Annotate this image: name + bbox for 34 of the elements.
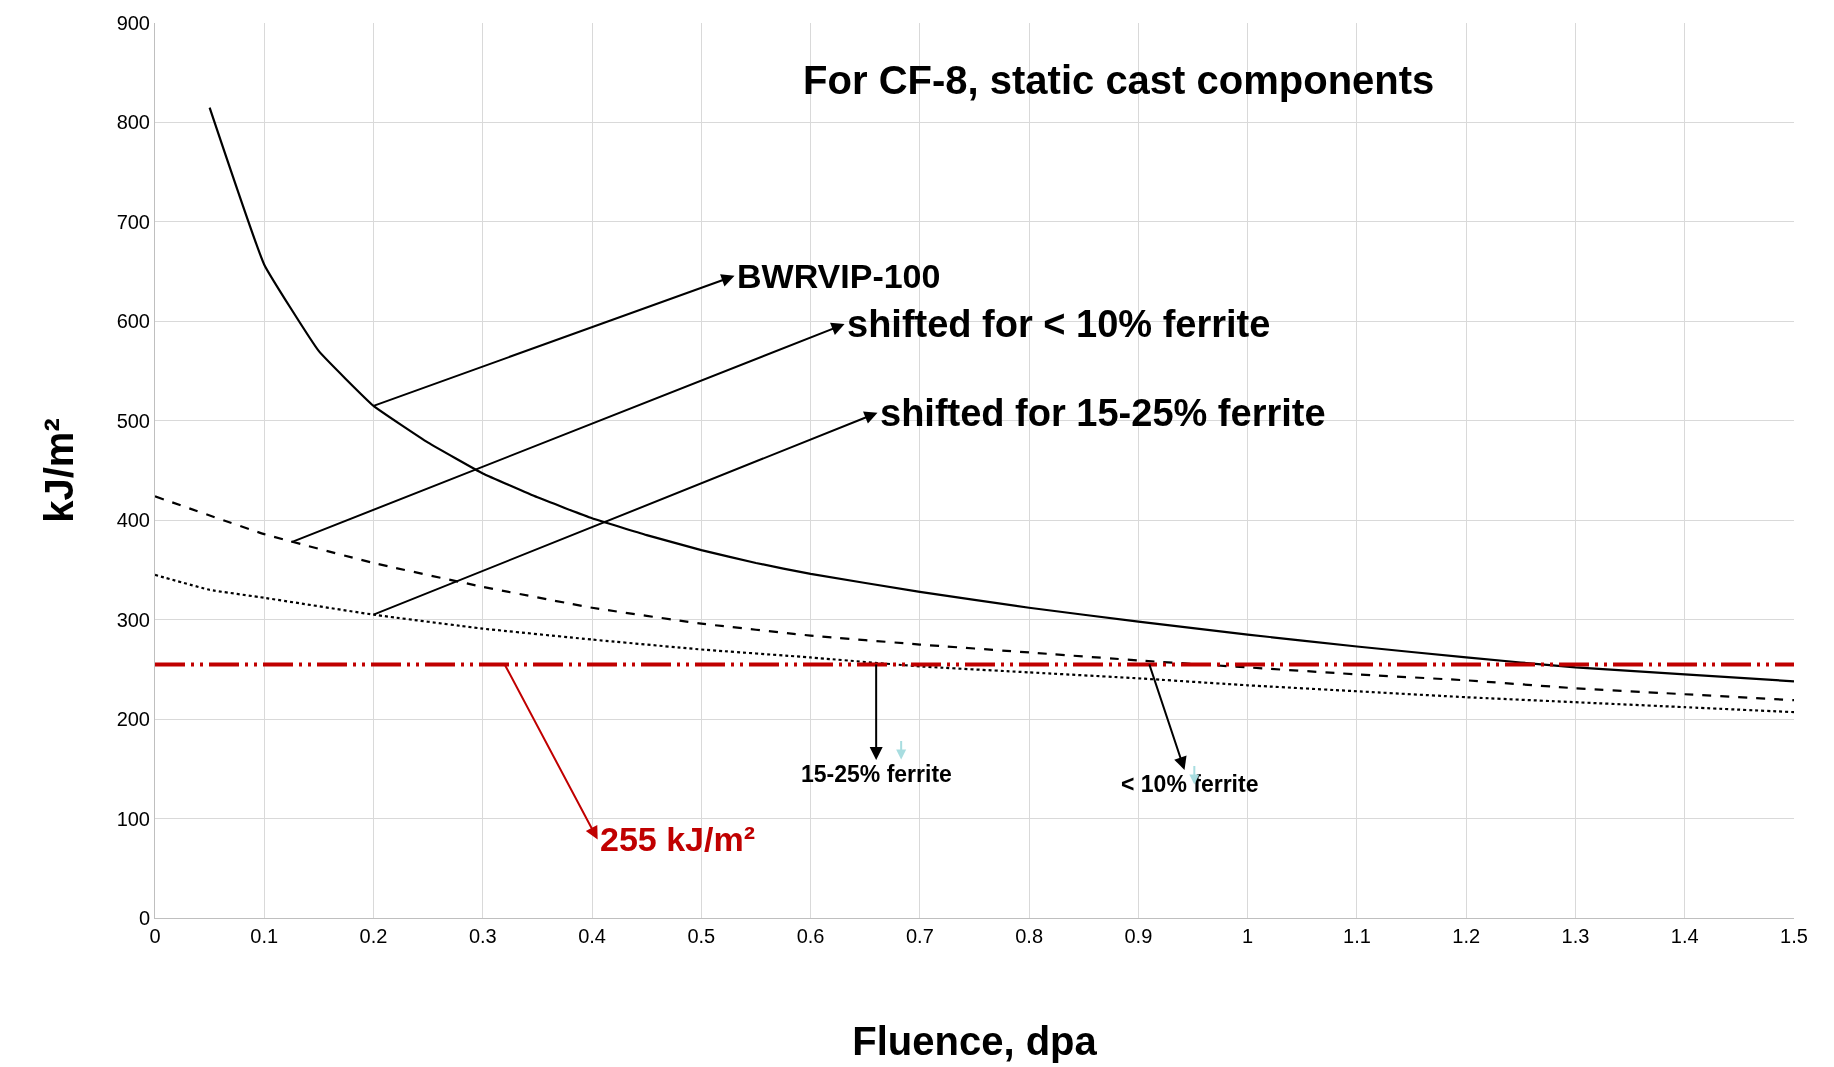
- x-tick-label: 0.3: [468, 925, 497, 947]
- x-tick-label: 1.1: [1343, 925, 1371, 947]
- x-tick-label: 0.6: [796, 925, 825, 947]
- x-tick-label: 0.2: [359, 925, 388, 947]
- x-tick-label: 0.9: [1124, 925, 1153, 947]
- y-tick-label: 900: [116, 12, 150, 34]
- x-tick-label: 0.5: [687, 925, 716, 947]
- annotation: 255 kJ/m²: [600, 820, 755, 858]
- x-tick-label: 0.7: [905, 925, 934, 947]
- x-axis-title: Fluence, dpa: [852, 1018, 1098, 1063]
- y-tick-label: 400: [116, 509, 150, 532]
- annotation: shifted for < 10% ferrite: [847, 303, 1271, 345]
- y-tick-label: 300: [116, 608, 150, 631]
- y-tick-label: 200: [116, 708, 150, 731]
- x-tick-label: 1: [1242, 925, 1254, 947]
- x-tick-label: 1.3: [1561, 925, 1590, 947]
- y-tick-label: 800: [116, 111, 150, 134]
- x-tick-label: 0.1: [250, 925, 279, 947]
- x-tick-label: 0.8: [1015, 925, 1044, 947]
- annotation: 15-25% ferrite: [801, 761, 952, 787]
- y-tick-label: 600: [116, 310, 150, 333]
- annotation: BWRVIP-100: [737, 257, 941, 295]
- y-tick-label: 100: [116, 807, 150, 830]
- y-tick-label: 500: [116, 409, 150, 432]
- y-axis-title: kJ/m²: [37, 418, 82, 523]
- y-tick-label: 0: [138, 907, 150, 929]
- x-tick-label: 0.4: [578, 925, 606, 947]
- x-tick-label: 1.2: [1452, 925, 1481, 947]
- annotation: < 10% ferrite: [1121, 771, 1259, 797]
- x-tick-label: 1.5: [1780, 925, 1808, 947]
- annotation: shifted for 15-25% ferrite: [880, 392, 1326, 434]
- x-tick-label: 1.4: [1670, 925, 1699, 947]
- y-tick-label: 700: [116, 210, 150, 233]
- text: For CF-8, static cast components: [803, 58, 1435, 103]
